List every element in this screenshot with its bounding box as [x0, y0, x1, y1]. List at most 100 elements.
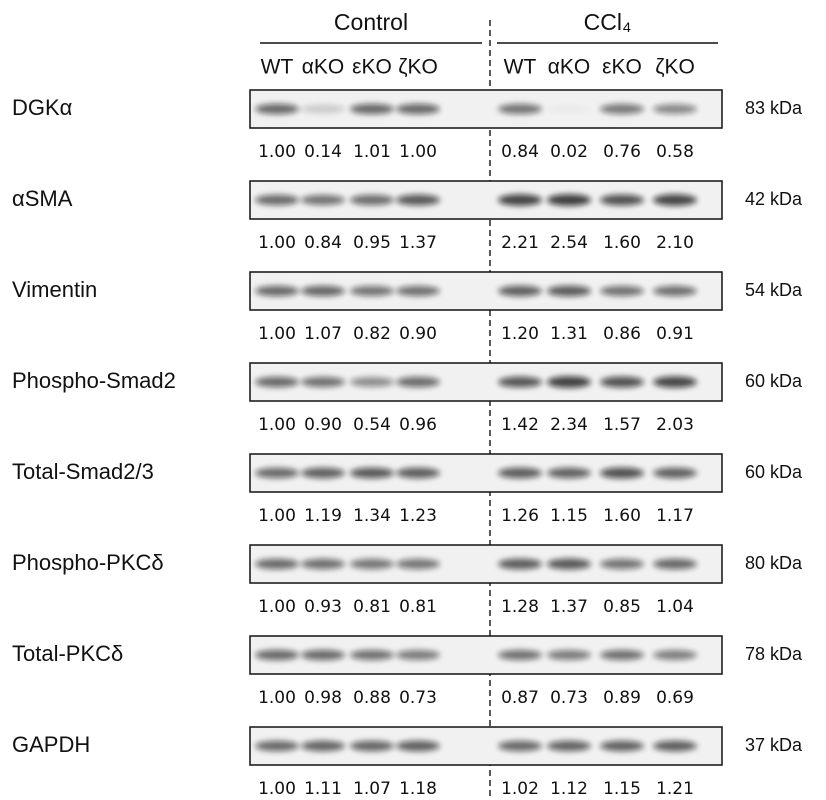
band: [396, 741, 440, 752]
quant-value: 0.89: [603, 688, 641, 708]
quant-value: 0.82: [353, 324, 391, 344]
quant-value: 0.81: [399, 597, 437, 617]
quant-value: 0.90: [304, 415, 342, 435]
quant-value: 0.84: [304, 233, 342, 253]
band: [350, 195, 394, 205]
quant-value: 0.73: [550, 688, 588, 708]
band: [600, 376, 644, 387]
quant-value: 1.23: [399, 506, 437, 526]
quant-value: 0.02: [550, 142, 588, 162]
band: [547, 741, 591, 752]
quant-value: 1.07: [304, 324, 342, 344]
size-label: 60 kDa: [745, 462, 803, 482]
quant-value: 1.11: [304, 779, 342, 799]
quant-value: 0.98: [304, 688, 342, 708]
lane-label: ζKO: [655, 56, 695, 79]
band: [301, 377, 345, 387]
quant-value: 1.12: [550, 779, 588, 799]
band: [301, 559, 345, 569]
quant-value: 1.34: [353, 506, 391, 526]
band: [350, 286, 394, 296]
quant-value: 0.96: [399, 415, 437, 435]
quant-value: 0.69: [656, 688, 694, 708]
band: [653, 104, 697, 114]
quant-value: 1.37: [399, 233, 437, 253]
quant-value: 1.31: [550, 324, 588, 344]
quant-value: 1.26: [501, 506, 539, 526]
band: [350, 377, 394, 387]
band: [600, 650, 644, 660]
size-label: 83 kDa: [745, 98, 803, 118]
quant-value: 1.00: [258, 324, 296, 344]
quant-value: 1.15: [603, 779, 641, 799]
band: [498, 286, 542, 297]
quant-value: 1.19: [304, 506, 342, 526]
band: [301, 741, 345, 752]
quant-value: 2.10: [656, 233, 694, 253]
quant-value: 1.60: [603, 506, 641, 526]
quant-value: 0.86: [603, 324, 641, 344]
band: [653, 650, 697, 660]
quant-value: 1.37: [550, 597, 588, 617]
band: [498, 377, 542, 388]
quant-value: 1.60: [603, 233, 641, 253]
quant-value: 1.00: [258, 506, 296, 526]
quant-value: 0.90: [399, 324, 437, 344]
band: [350, 468, 394, 479]
band: [498, 104, 542, 114]
lane-label: εKO: [602, 56, 642, 79]
size-label: 80 kDa: [745, 553, 803, 573]
quant-value: 0.85: [603, 597, 641, 617]
quant-value: 1.00: [258, 233, 296, 253]
quant-value: 1.02: [501, 779, 539, 799]
quant-value: 0.81: [353, 597, 391, 617]
quant-value: 1.04: [656, 597, 694, 617]
group-label: Control: [334, 9, 408, 35]
band: [498, 194, 542, 205]
band: [653, 286, 697, 296]
lane-label: WT: [504, 56, 537, 79]
quant-value: 1.21: [656, 779, 694, 799]
size-label: 37 kDa: [745, 735, 803, 755]
quant-value: 0.95: [353, 233, 391, 253]
quant-value: 0.93: [304, 597, 342, 617]
band: [547, 650, 591, 660]
quant-value: 1.28: [501, 597, 539, 617]
band: [396, 377, 440, 387]
lane-label: αKO: [302, 56, 344, 79]
band: [350, 104, 394, 115]
quant-value: 1.15: [550, 506, 588, 526]
quant-value: 1.17: [656, 506, 694, 526]
quant-value: 2.21: [501, 233, 539, 253]
band: [350, 741, 394, 752]
blot-figure: ControlWTαKOεKOζKOCCl₄WTαKOεKOζKODGKα83 …: [0, 0, 826, 800]
band: [255, 286, 299, 297]
quant-value: 1.01: [353, 142, 391, 162]
band: [600, 104, 644, 114]
band: [600, 194, 644, 205]
quant-value: 0.54: [353, 415, 391, 435]
band: [350, 559, 394, 569]
quant-value: 2.54: [550, 233, 588, 253]
quant-value: 1.00: [258, 688, 296, 708]
band: [255, 195, 299, 206]
lane-label: WT: [261, 56, 294, 79]
band: [547, 194, 591, 206]
band: [396, 559, 440, 569]
band: [547, 559, 591, 570]
quant-value: 1.00: [258, 415, 296, 435]
quant-value: 1.00: [399, 142, 437, 162]
band: [600, 286, 644, 296]
quant-value: 0.91: [656, 324, 694, 344]
band: [396, 468, 440, 479]
protein-label: DGKα: [12, 95, 73, 120]
protein-label: GAPDH: [12, 732, 90, 757]
quant-value: 1.07: [353, 779, 391, 799]
band: [255, 650, 299, 661]
protein-label: Total-PKCδ: [12, 641, 123, 666]
band: [396, 650, 440, 660]
band: [653, 741, 697, 752]
band: [301, 195, 345, 205]
quant-value: 1.00: [258, 597, 296, 617]
band: [498, 741, 542, 752]
